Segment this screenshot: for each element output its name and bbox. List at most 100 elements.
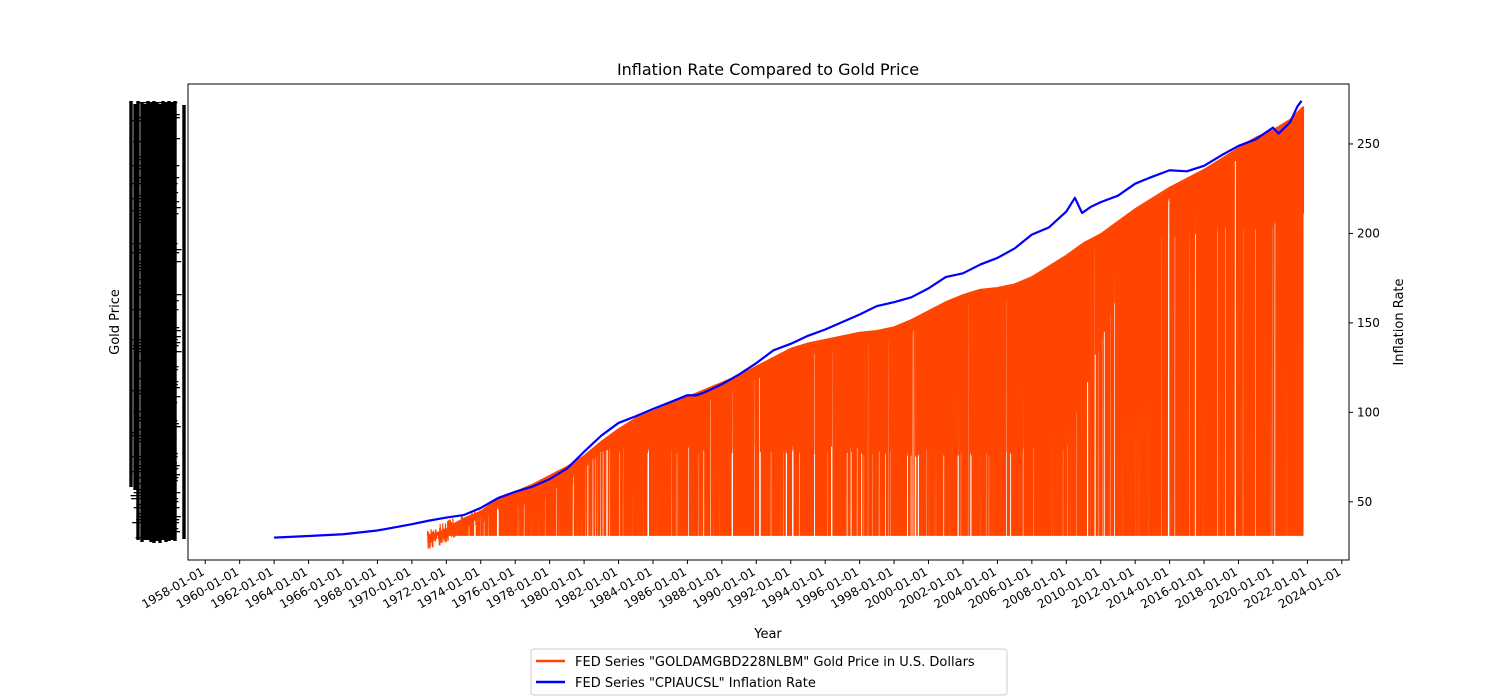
- left-tick-label-overlap-stroke: [166, 450, 174, 452]
- left-tick-label-overlap-stroke: [143, 246, 171, 248]
- left-tick-label-overlap-stroke: [136, 519, 180, 521]
- left-tick-label-overlap-stroke: [132, 339, 178, 341]
- left-tick-label-overlap-stroke: [146, 375, 166, 377]
- left-tick-label-overlap-stroke: [136, 342, 181, 344]
- left-tick-label-overlap-stroke: [148, 324, 157, 326]
- left-tick-label-overlap-stroke: [168, 354, 177, 356]
- left-tick-label-overlap-stroke: [140, 426, 181, 428]
- plot-frame: [187, 83, 1350, 561]
- left-tick-label-overlap-stroke: [153, 447, 174, 449]
- left-tick-label-overlap-stroke: [132, 522, 179, 524]
- left-tick-label-overlap-stroke: [135, 351, 182, 353]
- left-tick-label-overlap-stroke: [158, 444, 175, 446]
- left-tick-label-overlap-column: [182, 105, 186, 539]
- left-tick-label-overlap-stroke: [144, 480, 178, 482]
- inflation-rate-series: [274, 100, 1303, 539]
- left-tick-label-overlap-stroke: [154, 237, 171, 239]
- left-tick-label-overlap-stroke: [145, 126, 177, 128]
- left-tick-label-overlap-stroke: [156, 291, 173, 293]
- legend-label-gold: FED Series "GOLDAMGBD228NLBM" Gold Price…: [575, 655, 975, 670]
- right-tick-label: 50: [1357, 495, 1372, 509]
- left-tick-label-overlap-stroke: [137, 219, 161, 221]
- left-tick-label-overlap-stroke: [147, 408, 167, 410]
- left-tick-label-overlap-column: [167, 101, 171, 541]
- left-tick-label-overlap-stroke: [134, 438, 177, 440]
- left-tick-label-overlap-stroke: [165, 297, 175, 299]
- left-tick-label-overlap-stroke: [133, 459, 168, 461]
- left-tick-label-overlap-stroke: [161, 114, 180, 116]
- left-tick-label-overlap-stroke: [138, 216, 174, 218]
- left-tick-label-overlap-stroke: [143, 108, 148, 110]
- left-tick-label-overlap-stroke: [162, 204, 170, 206]
- left-tick-label-overlap-stroke: [131, 309, 179, 311]
- left-tick-label-overlap-stroke: [142, 363, 171, 365]
- left-tick-label-overlap-stroke: [140, 315, 174, 317]
- left-tick-label-overlap-stroke: [133, 441, 167, 443]
- left-tick-label-overlap-stroke: [154, 384, 178, 386]
- left-tick-label-overlap-stroke: [130, 432, 140, 434]
- left-tick-label-overlap-stroke: [138, 177, 180, 179]
- left-tick-label-overlap-stroke: [130, 495, 177, 497]
- right-tick-label: 150: [1357, 316, 1380, 330]
- left-tick-label-overlap-stroke: [151, 129, 168, 131]
- left-tick-label-overlap-stroke: [136, 516, 181, 518]
- left-tick-label-overlap-stroke: [132, 348, 150, 350]
- left-tick-label-overlap-stroke: [150, 186, 171, 188]
- left-tick-label-overlap-stroke: [135, 429, 147, 431]
- left-tick-label-overlap-stroke: [135, 285, 150, 287]
- left-tick-label-overlap-stroke: [145, 276, 176, 278]
- left-tick-label-overlap-stroke: [131, 183, 178, 185]
- left-tick-label-overlap-stroke: [161, 453, 178, 455]
- left-tick-label-overlap-stroke: [139, 156, 173, 158]
- left-tick-label-overlap-stroke: [133, 492, 181, 494]
- left-tick-label-overlap-stroke: [140, 180, 153, 182]
- left-tick-label-overlap-column: [149, 103, 153, 542]
- left-tick-label-overlap-stroke: [149, 414, 170, 416]
- left-tick-label-overlap-stroke: [133, 294, 182, 296]
- left-tick-label-overlap-stroke: [130, 390, 144, 392]
- left-tick-label-overlap-stroke: [140, 381, 179, 383]
- left-tick-label-overlap-stroke: [135, 477, 179, 479]
- left-tick-label-overlap-stroke: [140, 225, 151, 227]
- left-tick-label-overlap-stroke: [131, 120, 176, 122]
- left-tick-label-overlap-stroke: [134, 222, 146, 224]
- left-tick-label-overlap-column: [136, 101, 140, 540]
- left-tick-label-overlap-stroke: [142, 525, 156, 527]
- left-tick-label-overlap-stroke: [144, 366, 179, 368]
- left-tick-label-overlap-stroke: [163, 531, 181, 533]
- left-tick-label-overlap-stroke: [135, 378, 174, 380]
- left-tick-label-overlap-stroke: [137, 279, 175, 281]
- left-axis-label: Gold Price: [108, 289, 123, 355]
- left-tick-label-overlap-stroke: [134, 360, 165, 362]
- left-tick-label-overlap-stroke: [131, 252, 180, 254]
- left-tick-label-overlap-stroke: [163, 192, 179, 194]
- left-tick-label-overlap-stroke: [161, 327, 180, 329]
- left-tick-label-overlap-stroke: [136, 393, 155, 395]
- right-tick-label: 200: [1357, 226, 1380, 240]
- legend-box: [530, 648, 1008, 696]
- left-tick-label-overlap-stroke: [135, 537, 175, 539]
- left-tick-label-overlap-column: [161, 101, 165, 540]
- left-tick-label-overlap-stroke: [145, 153, 169, 155]
- left-tick-label-overlap-stroke: [142, 474, 181, 476]
- left-tick-label-overlap-stroke: [136, 270, 144, 272]
- left-tick-label-overlap-stroke: [145, 258, 161, 260]
- left-tick-label-overlap-stroke: [136, 417, 174, 419]
- left-tick-label-overlap-stroke: [137, 513, 165, 515]
- left-tick-label-overlap-stroke: [159, 399, 177, 401]
- left-tick-label-overlap-stroke: [138, 264, 157, 266]
- left-tick-label-overlap-stroke: [136, 249, 182, 251]
- left-tick-label-overlap-stroke: [137, 468, 179, 470]
- left-tick-label-overlap-stroke: [139, 207, 181, 209]
- left-tick-label-overlap-stroke: [130, 198, 143, 200]
- left-tick-label-overlap-stroke: [150, 321, 164, 323]
- gold-price-line: [427, 106, 1304, 549]
- left-tick-label-overlap-stroke: [147, 333, 155, 335]
- legend: FED Series "GOLDAMGBD228NLBM" Gold Price…: [530, 648, 1008, 696]
- left-tick-label-overlap-stroke: [139, 288, 158, 290]
- left-tick-label-overlap-stroke: [137, 117, 180, 119]
- left-tick-label-overlap-stroke: [132, 456, 178, 458]
- left-tick-label-overlap-stroke: [154, 300, 179, 302]
- left-tick-label-overlap-stroke: [149, 405, 175, 407]
